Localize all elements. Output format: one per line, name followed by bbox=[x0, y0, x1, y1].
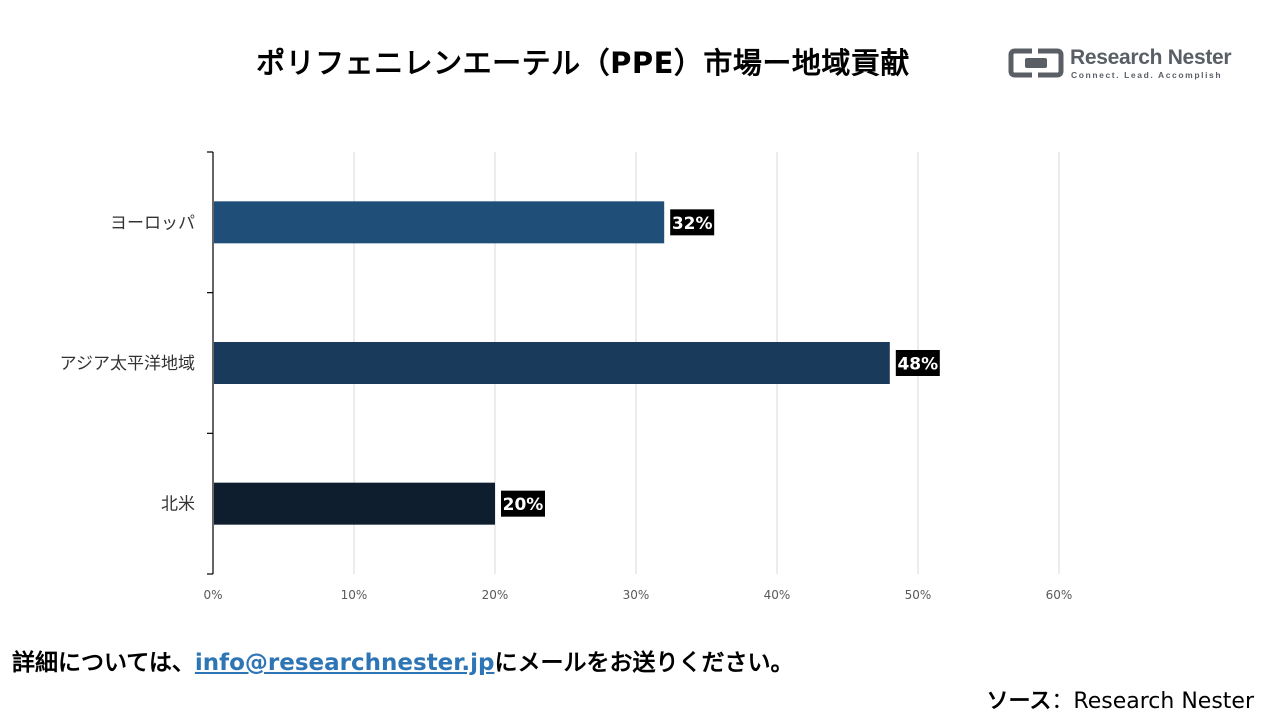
y-category-label: ヨーロッパ bbox=[110, 213, 195, 233]
x-tick-label: 0% bbox=[203, 588, 222, 602]
data-label-box bbox=[670, 209, 715, 236]
source-credit: ソース：Research Nester bbox=[987, 683, 1254, 715]
contact-note-suffix: にメールをお送りください。 bbox=[494, 650, 794, 676]
contact-email-link[interactable]: info@researchnester.jp bbox=[194, 650, 495, 676]
x-tick-label: 40% bbox=[764, 588, 791, 602]
data-label: 20% bbox=[503, 495, 544, 515]
x-tick-label: 30% bbox=[623, 588, 650, 602]
data-label: 48% bbox=[897, 355, 938, 375]
data-label: 32% bbox=[672, 214, 713, 234]
research-nester-logo: Research Nester Connect. Lead. Accomplis… bbox=[1008, 44, 1248, 84]
bar bbox=[214, 342, 890, 384]
y-category-label: アジア太平洋地域 bbox=[60, 354, 195, 374]
source-label: ソース bbox=[986, 689, 1052, 714]
logo-mark-icon bbox=[1008, 48, 1064, 78]
data-label-box bbox=[501, 490, 545, 517]
source-value: ：Research Nester bbox=[1051, 689, 1254, 714]
chart-title: ポリフェニレンエーテル（PPE）市場ー地域貢献 bbox=[256, 46, 910, 80]
x-tick-label: 50% bbox=[905, 588, 932, 602]
logo-name: Research Nester bbox=[1070, 46, 1232, 69]
bar bbox=[214, 482, 495, 525]
x-tick-label: 20% bbox=[482, 588, 509, 602]
logo-tagline: Connect. Lead. Accomplish bbox=[1071, 70, 1223, 80]
data-label-box bbox=[895, 350, 940, 376]
contact-note: 詳細については、info@researchnester.jpにメールをお送りくだ… bbox=[12, 643, 793, 677]
y-category-label: 北米 bbox=[161, 495, 195, 515]
x-tick-label: 60% bbox=[1046, 588, 1073, 602]
bar bbox=[214, 201, 665, 244]
x-tick-label: 10% bbox=[341, 588, 368, 602]
contact-note-prefix: 詳細については、 bbox=[12, 650, 195, 676]
bar-chart: 0% 10% 20% 30% 40% 50% 60% ヨーロッパ 32% アジア太平洋地域 48% 北… bbox=[60, 151, 1073, 602]
